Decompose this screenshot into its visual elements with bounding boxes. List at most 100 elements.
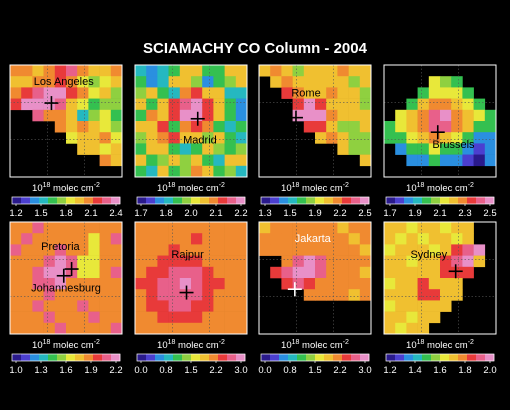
- heatmap-cell: [417, 154, 430, 167]
- heatmap-cell: [395, 222, 407, 234]
- heatmap-cell: [110, 222, 123, 234]
- heatmap-cell: [202, 76, 214, 88]
- heatmap-cell: [157, 143, 169, 155]
- heatmap-cell: [32, 311, 44, 324]
- heatmap-cell: [406, 278, 418, 290]
- heatmap-cell: [337, 87, 349, 99]
- heatmap-cell: [348, 109, 361, 122]
- heatmap-cell: [224, 278, 237, 290]
- panel-frame: [9, 221, 123, 335]
- heatmap-cell: [384, 244, 396, 256]
- colorbar-swatch: [386, 197, 396, 204]
- heatmap-cell: [259, 244, 271, 256]
- heatmap-cell: [406, 222, 418, 234]
- heatmap-cell: [315, 244, 327, 256]
- heatmap-cell: [168, 132, 181, 144]
- colorbar-tick-label: 2.1: [84, 208, 97, 219]
- heatmap-cell: [99, 322, 112, 335]
- heatmap-cell: [384, 255, 396, 268]
- heatmap-cell: [224, 233, 237, 245]
- colorbar-swatch: [227, 197, 237, 204]
- heatmap-cell: [168, 322, 181, 335]
- colorbar-swatch: [395, 354, 405, 361]
- heatmap-cell: [202, 289, 214, 301]
- heatmap-cell: [359, 154, 372, 167]
- heatmap-cell: [179, 244, 192, 256]
- heatmap-cell: [77, 255, 89, 268]
- colorbar-swatch: [422, 354, 432, 361]
- heatmap-cell: [428, 222, 441, 234]
- heatmap-cell: [135, 300, 147, 312]
- heatmap-cell: [32, 255, 44, 268]
- heatmap-cell: [10, 87, 22, 99]
- heatmap-cell: [270, 222, 282, 234]
- colorbar-tick-label: 1.3: [34, 365, 47, 376]
- colorbar-swatch: [12, 197, 22, 204]
- heatmap-cell: [135, 98, 147, 111]
- colorbar-tick-label: 1.2: [9, 208, 22, 219]
- city-label: Jakarta: [295, 233, 332, 245]
- heatmap-cell: [224, 143, 237, 155]
- heatmap-cell: [202, 65, 214, 77]
- colorbar-swatch: [324, 354, 334, 361]
- heatmap-cell: [168, 165, 181, 178]
- heatmap-cell: [337, 65, 349, 77]
- colorbar-swatch: [279, 197, 289, 204]
- heatmap-cell: [99, 278, 112, 290]
- heatmap-cell: [179, 165, 192, 178]
- heatmap-cell: [135, 244, 147, 256]
- heatmap-cell: [213, 289, 225, 301]
- colorbar-swatch: [485, 354, 495, 361]
- heatmap-cell: [157, 322, 169, 335]
- heatmap-cell: [168, 143, 181, 155]
- heatmap-cell: [77, 233, 89, 245]
- heatmap-cell: [303, 278, 316, 290]
- heatmap-cell: [440, 98, 452, 111]
- colorbar-swatch: [209, 354, 219, 361]
- heatmap-cell: [146, 154, 158, 167]
- colorbar-swatch: [146, 354, 156, 361]
- colorbar-swatch: [360, 197, 370, 204]
- colorbar-tick-label: 2.2: [234, 208, 247, 219]
- heatmap-cell: [99, 87, 112, 99]
- heatmap-cell: [202, 154, 214, 167]
- heatmap-cell: [135, 233, 147, 245]
- heatmap-cell: [10, 278, 22, 290]
- colorbar-swatch: [467, 197, 477, 204]
- colorbar-swatch: [342, 354, 352, 361]
- heatmap-cell: [191, 65, 203, 77]
- colorbar-tick-label: 1.5: [283, 208, 296, 219]
- heatmap-cell: [168, 121, 181, 133]
- heatmap-cell: [179, 311, 192, 324]
- panel-sydney: Sydney 1018 molec cm-2 1.2 1.4 1.6 1.8 2.0: [383, 221, 497, 376]
- heatmap-cell: [224, 132, 237, 144]
- heatmap-cell: [303, 289, 316, 301]
- heatmap-cell: [32, 65, 44, 77]
- colorbar-swatch: [422, 197, 432, 204]
- heatmap-cell: [484, 109, 497, 122]
- heatmap-cell: [202, 322, 214, 335]
- heatmap-cell: [384, 222, 396, 234]
- colorbar-swatch: [93, 197, 103, 204]
- heatmap-cell: [77, 322, 89, 335]
- heatmap-cell: [88, 244, 100, 256]
- panel-rajpur: Rajpur 1018 molec cm-2 0.0 0.8 1.5 2.2 3.0: [134, 221, 248, 376]
- heatmap-cell: [168, 98, 181, 111]
- heatmap-cell: [191, 76, 203, 88]
- heatmap-cell: [440, 109, 452, 122]
- heatmap-cell: [135, 255, 147, 268]
- heatmap-cell: [303, 87, 316, 99]
- heatmap-cell: [440, 87, 452, 99]
- heatmap-cell: [54, 289, 67, 301]
- heatmap-cell: [259, 65, 271, 77]
- heatmap-cell: [326, 222, 338, 234]
- heatmap-cell: [235, 76, 248, 88]
- heatmap-cell: [202, 132, 214, 144]
- heatmap-cell: [440, 132, 452, 144]
- heatmap-cell: [440, 255, 452, 268]
- colorbar-swatch: [39, 197, 49, 204]
- heatmap-cell: [348, 98, 361, 111]
- heatmap-cell: [54, 76, 67, 88]
- heatmap-cell: [110, 154, 123, 167]
- heatmap-cell: [157, 300, 169, 312]
